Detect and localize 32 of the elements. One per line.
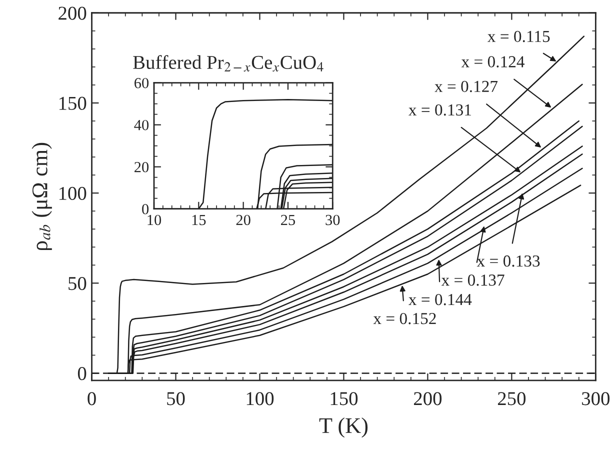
annotation: x = 0.127 bbox=[434, 80, 498, 92]
x-tick-label: 250 bbox=[498, 392, 526, 406]
annotation: x = 0.137 bbox=[441, 274, 504, 286]
annotation: x = 0.124 bbox=[461, 56, 525, 68]
x-tick-label: 0 bbox=[88, 392, 96, 406]
x-tick-label: 30 bbox=[326, 214, 340, 226]
x-tick-label: 200 bbox=[414, 392, 442, 406]
y-tick-label: 60 bbox=[134, 78, 149, 88]
y-tick-label: 50 bbox=[68, 276, 86, 290]
y-tick-label: 40 bbox=[134, 120, 149, 130]
y-tick-label: 0 bbox=[78, 367, 86, 380]
chart-title: Buffered Pr$_{2−x}$Ce$_{x}$CuO$_{4}$ bbox=[133, 55, 324, 72]
y-tick-label: 150 bbox=[59, 96, 86, 110]
y-tick-label: 200 bbox=[58, 6, 86, 20]
annotation: x = 0.133 bbox=[476, 255, 540, 267]
x-axis-title: T (K) bbox=[319, 418, 368, 438]
y-tick-label: 100 bbox=[59, 186, 86, 200]
x-tick-label: 25 bbox=[281, 214, 296, 226]
x-tick-label: 150 bbox=[330, 392, 358, 406]
annotation: x = 0.115 bbox=[488, 30, 550, 42]
annotation: x = 0.144 bbox=[408, 294, 472, 306]
y-tick-label: 20 bbox=[134, 162, 149, 172]
y-axis-title: ρ$_{ab}$ (μΩ cm) bbox=[32, 142, 52, 250]
y-tick-label: 0 bbox=[142, 204, 149, 214]
annotation: x = 0.131 bbox=[408, 104, 471, 116]
x-tick-label: 15 bbox=[192, 214, 206, 226]
x-tick-label: 20 bbox=[236, 214, 250, 226]
annotation: x = 0.152 bbox=[373, 312, 436, 324]
x-tick-label: 10 bbox=[148, 214, 162, 226]
x-tick-label: 100 bbox=[246, 392, 274, 406]
x-tick-label: 50 bbox=[167, 392, 185, 406]
x-tick-label: 300 bbox=[582, 392, 610, 406]
